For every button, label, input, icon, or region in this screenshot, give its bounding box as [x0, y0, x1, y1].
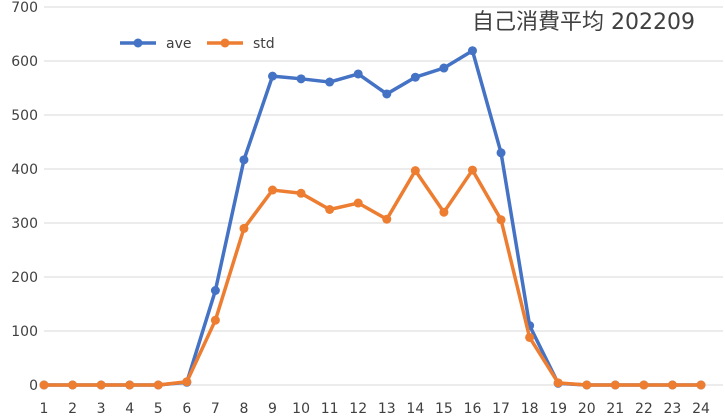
data-point-std	[696, 380, 706, 390]
data-point-ave	[268, 71, 278, 81]
x-tick-label: 3	[97, 401, 106, 417]
y-tick-label: 500	[11, 108, 38, 124]
x-tick-label: 16	[464, 401, 482, 417]
x-tick-label: 12	[349, 401, 367, 417]
data-point-std	[439, 207, 449, 217]
chart-title: 自己消費平均 202209	[472, 10, 695, 35]
data-point-std	[39, 380, 49, 390]
data-point-ave	[239, 155, 249, 165]
x-tick-label: 10	[292, 401, 310, 417]
y-tick-label: 400	[11, 162, 38, 178]
x-tick-label: 1	[40, 401, 49, 417]
series-line-ave	[44, 48, 701, 387]
y-tick-label: 200	[11, 270, 38, 286]
x-axis-ticks: 1 2 3 4 5 6 7 8 9 10 11 12 13 14 15 16 17 18 19 20 21 22 23 24	[40, 401, 710, 417]
gridlines	[44, 6, 723, 386]
data-point-std	[182, 377, 192, 387]
y-tick-label: 700	[11, 0, 38, 16]
x-tick-label: 21	[606, 401, 624, 417]
x-tick-label: 8	[239, 401, 248, 417]
data-point-ave	[296, 74, 306, 84]
data-point-ave	[210, 286, 220, 295]
x-tick-label: 24	[692, 401, 710, 417]
x-tick-label: 15	[435, 401, 453, 417]
y-tick-label: 0	[29, 378, 38, 394]
legend-label-ave: ave	[166, 36, 191, 52]
data-point-ave	[325, 77, 335, 87]
y-tick-label: 100	[11, 324, 38, 340]
x-tick-label: 4	[125, 401, 134, 417]
x-tick-label: 13	[378, 401, 396, 417]
x-tick-label: 2	[68, 401, 77, 417]
x-tick-label: 23	[664, 401, 682, 417]
x-tick-label: 17	[492, 401, 510, 417]
data-point-ave	[439, 63, 449, 73]
data-point-std	[68, 380, 78, 390]
data-point-std	[268, 185, 278, 195]
data-point-ave	[496, 148, 506, 158]
data-point-std	[496, 215, 506, 225]
series-group	[39, 46, 706, 390]
series-std	[39, 165, 706, 390]
data-point-ave	[410, 72, 420, 82]
series-line-std	[44, 168, 701, 387]
data-point-std	[553, 378, 563, 388]
legend-marker-std	[220, 38, 230, 48]
x-tick-label: 19	[549, 401, 567, 417]
data-point-std	[296, 188, 306, 198]
y-tick-label: 600	[11, 54, 38, 70]
series-ave	[39, 46, 706, 390]
x-tick-label: 20	[578, 401, 596, 417]
y-tick-label: 300	[11, 216, 38, 232]
data-point-std	[525, 332, 535, 342]
data-point-std	[353, 198, 363, 208]
x-tick-label: 9	[268, 401, 277, 417]
x-tick-label: 22	[635, 401, 653, 417]
legend: ave std	[120, 36, 275, 52]
x-tick-label: 5	[154, 401, 163, 417]
x-tick-label: 6	[182, 401, 191, 417]
data-point-ave	[353, 69, 363, 79]
data-point-std	[125, 380, 135, 390]
data-point-std	[582, 380, 592, 390]
data-point-std	[96, 380, 106, 390]
x-tick-label: 11	[321, 401, 339, 417]
legend-marker-ave	[133, 38, 143, 48]
x-tick-label: 7	[211, 401, 220, 417]
data-point-std	[210, 315, 220, 325]
data-point-ave	[467, 46, 477, 56]
data-point-std	[410, 166, 420, 176]
data-point-std	[610, 380, 620, 390]
x-tick-label: 18	[521, 401, 539, 417]
legend-item-ave: ave	[120, 36, 191, 52]
y-axis-ticks: 0 100 200 300 400 500 600 700	[11, 0, 38, 394]
data-point-std	[667, 380, 677, 390]
data-point-ave	[382, 89, 392, 99]
data-point-std	[639, 380, 649, 390]
legend-label-std: std	[253, 36, 275, 52]
x-tick-label: 14	[406, 401, 424, 417]
data-point-std	[325, 205, 335, 214]
legend-item-std: std	[207, 36, 275, 52]
data-point-std	[382, 214, 392, 224]
data-point-std	[467, 165, 477, 175]
data-point-std	[239, 223, 249, 233]
data-point-std	[153, 380, 163, 390]
